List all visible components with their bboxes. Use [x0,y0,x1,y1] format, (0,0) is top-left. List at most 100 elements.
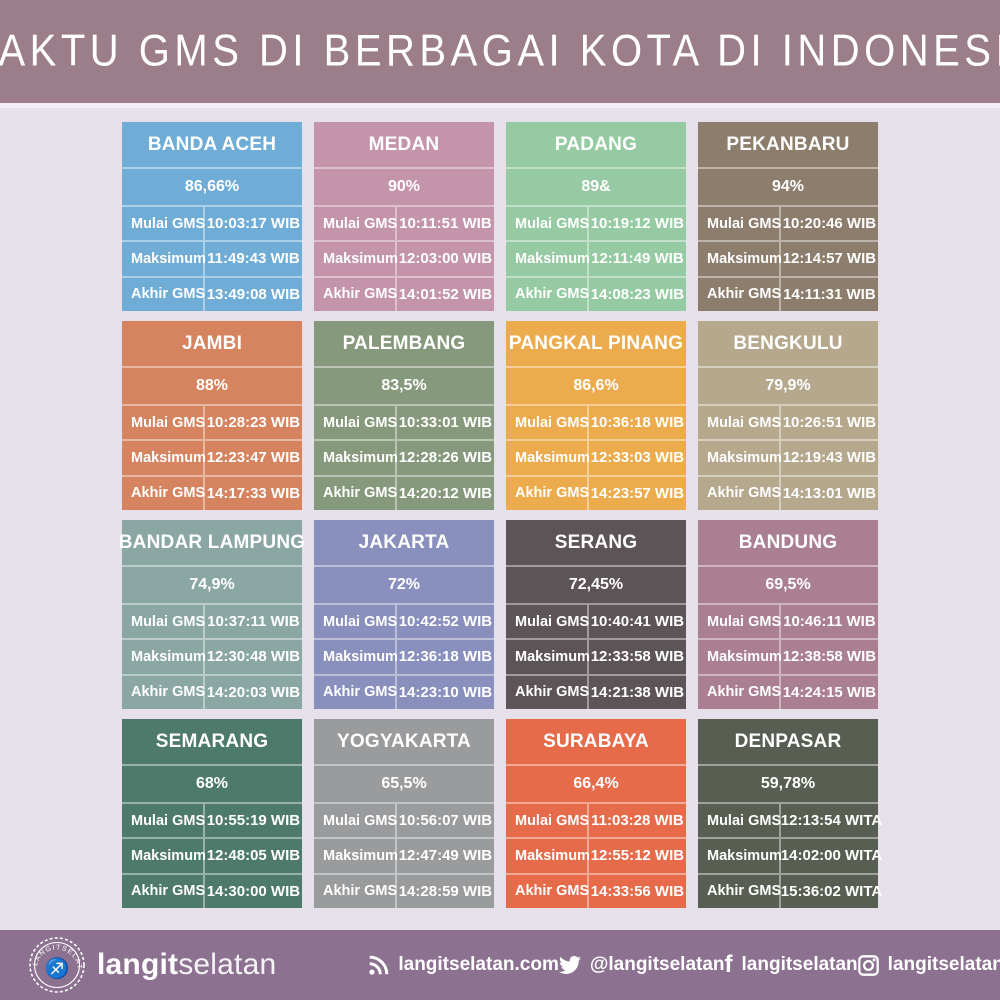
row-label: Maksimum [506,640,590,674]
footer-bar: LANGITSELATAN ♐ langitselatan langitsela… [0,930,1000,1000]
akhir-gms-row: Akhir GMS 14:28:59 WIB [314,872,494,908]
row-label: Maksimum [506,242,590,276]
obscuration-percentage: 86,66% [122,167,302,205]
row-label: Mulai GMS [122,605,205,639]
row-time: 14:11:31 WIB [783,285,876,303]
akhir-gms-row: Akhir GMS 15:36:02 WITA [698,872,882,908]
maksimum-row: Maksimum 12:28:26 WIB [314,439,494,475]
row-time: 10:40:41 WIB [590,613,685,631]
maksimum-row: Maksimum 12:03:00 WIB [314,240,494,276]
maksimum-row: Maksimum 12:11:49 WIB [506,240,686,276]
row-label: Mulai GMS [698,605,781,639]
maksimum-row: Maksimum 12:23:47 WIB [122,439,302,475]
row-time: 14:13:01 WIB [782,484,877,502]
row-label: Akhir GMS [314,874,397,908]
obscuration-percentage: 83,5% [314,366,494,404]
city-card: SERANG 72,45% Mulai GMS 10:40:41 WIB Mak… [506,520,686,709]
row-label: Mulai GMS [698,406,781,440]
akhir-gms-row: Akhir GMS 14:23:10 WIB [314,673,494,709]
row-label: Maksimum [506,839,590,873]
row-label: Mulai GMS [698,207,781,241]
akhir-gms-row: Akhir GMS 14:30:00 WIB [122,872,302,908]
row-label: Maksimum [314,441,398,475]
obscuration-percentage: 72% [314,565,494,603]
city-name: DENPASAR [734,730,842,752]
row-label: Akhir GMS [698,675,781,709]
maksimum-row: Maksimum 12:33:58 WIB [506,638,686,674]
mulai-gms-row: Mulai GMS 10:03:17 WIB [122,205,302,241]
city-card: PALEMBANG 83,5% Mulai GMS 10:33:01 WIB M… [314,321,494,510]
row-time: 10:55:19 WIB [206,812,301,830]
obscuration-percentage: 69,5% [698,565,878,603]
city-name: YOGYAKARTA [337,730,471,752]
row-time: 14:20:03 WIB [206,683,301,701]
mulai-gms-row: Mulai GMS 10:46:11 WIB [698,603,878,639]
obscuration-percentage: 59,78% [698,764,878,802]
row-time: 10:33:01 WIB [398,414,493,432]
mulai-gms-row: Mulai GMS 10:26:51 WIB [698,404,878,440]
row-time: 10:26:51 WIB [782,414,877,432]
maksimum-row: Maksimum 12:38:58 WIB [698,638,878,674]
twitter-link[interactable]: @langitselatan [558,954,725,976]
maksimum-row: Maksimum 12:48:05 WIB [122,837,302,873]
akhir-gms-row: Akhir GMS 14:13:01 WIB [698,474,878,510]
row-time: 10:11:51 WIB [399,215,492,233]
row-time: 10:03:17 WIB [206,215,301,233]
city-name: JAKARTA [358,531,450,553]
brand-wordmark: langitselatan [97,948,277,981]
obscuration-percentage: 86,6% [506,366,686,404]
facebook-label: langitselatan [741,954,858,975]
city-card: SEMARANG 68% Mulai GMS 10:55:19 WIB Maks… [122,719,302,908]
website-label: langitselatan.com [398,954,559,975]
row-time: 12:23:47 WIB [206,449,301,467]
city-card: BANDAR LAMPUNG 74,9% Mulai GMS 10:37:11 … [119,520,305,709]
row-time: 12:30:48 WIB [206,648,301,666]
row-label: Mulai GMS [506,605,589,639]
twitter-handle: @langitselatan [589,954,725,975]
row-time: 12:38:58 WIB [782,648,877,666]
akhir-gms-row: Akhir GMS 14:33:56 WIB [506,872,686,908]
row-time: 14:30:00 WIB [206,882,301,900]
city-card: BANDUNG 69,5% Mulai GMS 10:46:11 WIB Mak… [698,520,878,709]
instagram-link[interactable]: langitselatanmedia [857,954,1000,976]
row-label: Maksimum [506,441,590,475]
row-label: Akhir GMS [698,874,781,908]
city-name: SURABAYA [543,730,649,752]
akhir-gms-row: Akhir GMS 14:01:52 WIB [314,275,494,311]
row-time: 14:24:15 WIB [782,683,877,701]
facebook-link[interactable]: f langitselatan [725,953,858,977]
maksimum-row: Maksimum 14:02:00 WITA [698,837,882,873]
obscuration-percentage: 74,9% [122,565,302,603]
row-time: 14:28:59 WIB [398,882,493,900]
obscuration-percentage: 90% [314,167,494,205]
mulai-gms-row: Mulai GMS 10:55:19 WIB [122,802,302,838]
row-label: Akhir GMS [698,476,781,510]
row-time: 10:19:12 WIB [590,215,685,233]
row-time: 14:02:00 WITA [780,847,883,865]
page-title: WAKTU GMS DI BERBAGAI KOTA DI INDONESIA [0,26,1000,76]
row-label: Maksimum [122,441,206,475]
maksimum-row: Maksimum 12:19:43 WIB [698,439,878,475]
row-label: Mulai GMS [314,207,397,241]
row-time: 10:20:46 WIB [782,215,877,233]
mulai-gms-row: Mulai GMS 10:11:51 WIB [314,205,494,241]
row-time: 14:21:38 WIB [590,683,685,701]
header-banner: WAKTU GMS DI BERBAGAI KOTA DI INDONESIA [0,0,1000,108]
city-card: YOGYAKARTA 65,5% Mulai GMS 10:56:07 WIB … [314,719,494,908]
maksimum-row: Maksimum 12:33:03 WIB [506,439,686,475]
row-time: 10:28:23 WIB [206,414,301,432]
row-time: 14:23:10 WIB [398,683,493,701]
row-time: 12:47:49 WIB [398,847,493,865]
row-label: Mulai GMS [506,804,589,838]
row-time: 13:49:08 WIB [206,285,301,303]
mulai-gms-row: Mulai GMS 10:28:23 WIB [122,404,302,440]
mulai-gms-row: Mulai GMS 11:03:28 WIB [506,802,686,838]
row-time: 10:37:11 WIB [207,613,300,631]
website-link[interactable]: langitselatan.com [368,954,559,976]
obscuration-percentage: 79,9% [698,366,878,404]
row-time: 12:13:54 WITA [780,812,883,830]
maksimum-row: Maksimum 12:14:57 WIB [698,240,878,276]
row-time: 12:36:18 WIB [398,648,493,666]
row-time: 12:48:05 WIB [206,847,301,865]
langitselatan-logo: LANGITSELATAN ♐ [28,936,86,994]
